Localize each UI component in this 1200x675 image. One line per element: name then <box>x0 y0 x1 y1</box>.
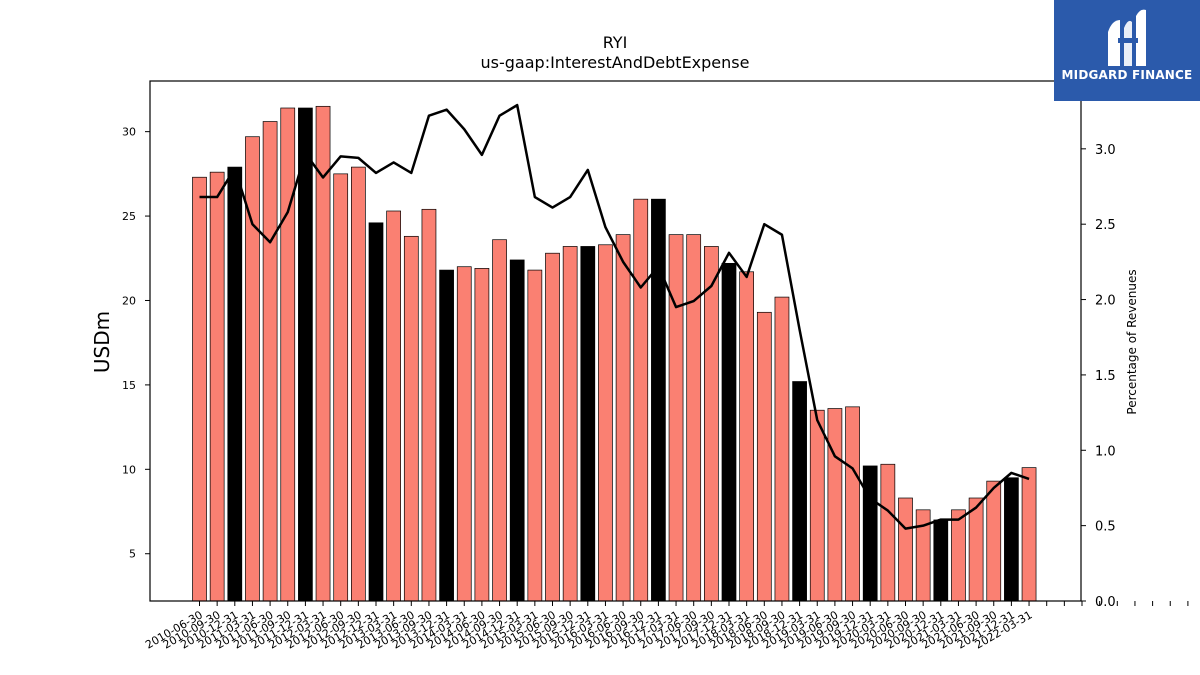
bar <box>368 222 384 602</box>
bar <box>1004 477 1019 602</box>
chart-title: RYI <box>603 33 628 52</box>
x-axis-ticks: 2010-06-302010-09-302010-12-312011-03-31… <box>143 601 1189 652</box>
bar <box>968 497 984 602</box>
y-tick-label: 25 <box>122 210 136 223</box>
bar <box>315 105 331 602</box>
bar <box>615 234 631 602</box>
bar <box>792 381 807 602</box>
bar <box>439 269 454 602</box>
plot-area-frame <box>149 80 1082 602</box>
ratio-line <box>199 103 1030 530</box>
bar <box>192 176 207 602</box>
bar <box>403 235 419 602</box>
bar <box>739 271 755 602</box>
y-axis-label: USDm <box>90 311 114 373</box>
bar <box>421 208 437 602</box>
y2-tick-label: 0.0 <box>1095 595 1116 610</box>
bar <box>298 107 313 602</box>
bar <box>668 234 684 602</box>
bar <box>703 246 719 602</box>
bar <box>545 252 560 602</box>
y-tick-label: 30 <box>122 126 136 139</box>
bar <box>633 198 649 602</box>
secondary-y-axis-ticks: 0.0 0.5 1.0 1.5 2.0 2.5 3.0 <box>1081 143 1116 610</box>
bar <box>580 246 596 602</box>
bar <box>1021 467 1037 602</box>
brand-logo-text: MIDGARD FINANCE <box>1061 68 1193 82</box>
y2-tick-label: 0.5 <box>1095 520 1116 535</box>
bar <box>456 266 472 602</box>
bar <box>933 519 949 602</box>
y-tick-label: 5 <box>129 548 136 561</box>
brand-logo: MIDGARD FINANCE <box>1054 0 1200 101</box>
y-tick-label: 10 <box>122 463 136 476</box>
bar <box>686 234 702 602</box>
bar <box>209 171 225 602</box>
y2-tick-label: 1.5 <box>1095 369 1116 384</box>
bar <box>845 406 860 602</box>
y2-tick-label: 2.5 <box>1095 218 1116 233</box>
bar <box>474 268 490 602</box>
y-axis-ticks: 5 10 15 20 25 30 <box>122 126 150 561</box>
bar <box>809 409 825 602</box>
bar <box>721 262 737 602</box>
bar <box>351 166 366 602</box>
bar <box>492 239 507 602</box>
secondary-y-axis-label: Percentage of Revenues <box>1125 269 1139 414</box>
y-tick-label: 15 <box>122 379 136 392</box>
bar <box>827 408 843 602</box>
bar <box>527 269 543 602</box>
bar <box>333 173 349 602</box>
y-tick-label: 20 <box>122 294 136 307</box>
y2-tick-label: 1.0 <box>1095 444 1116 459</box>
y2-tick-label: 3.0 <box>1095 143 1116 158</box>
bar <box>986 480 1002 602</box>
bar <box>509 259 525 602</box>
bar <box>386 210 401 602</box>
bar <box>862 465 878 602</box>
ratio-line-series <box>199 103 1030 530</box>
y2-tick-label: 2.0 <box>1095 294 1116 309</box>
bar <box>880 463 896 602</box>
bar <box>562 246 578 602</box>
bar <box>951 509 966 602</box>
bar <box>756 311 772 602</box>
bar <box>774 296 790 602</box>
bar <box>227 166 243 602</box>
bar <box>280 107 296 602</box>
midgard-logo-mark-icon <box>1108 9 1146 66</box>
bar <box>898 497 913 602</box>
bar <box>598 244 613 602</box>
chart-subtitle: us-gaap:InterestAndDebtExpense <box>481 53 750 72</box>
bar <box>262 121 278 602</box>
bar <box>651 198 666 602</box>
